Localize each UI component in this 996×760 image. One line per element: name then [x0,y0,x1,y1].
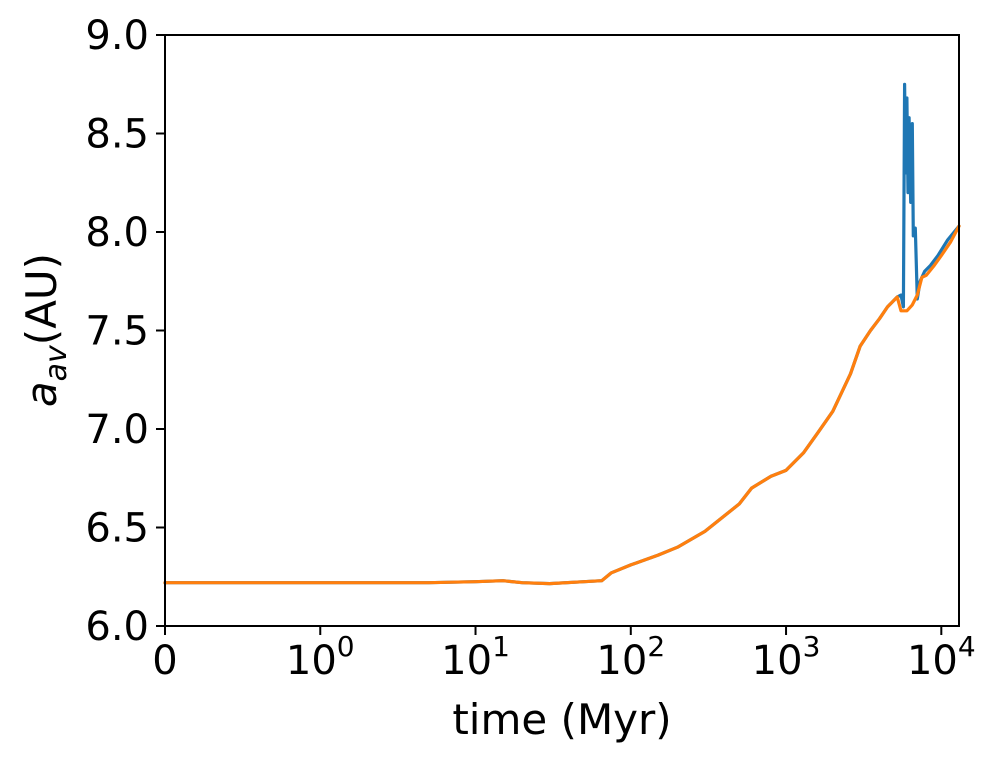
x-axis-label: time (Myr) [452,695,671,744]
plot-frame [164,34,960,627]
y-tick-label: 8.0 [85,210,149,256]
y-axis-label-subscript: av [39,344,74,381]
y-axis: 6.0 6.5 7.0 7.5 8.0 8.5 9.0 [85,13,165,650]
series-line-2 [163,224,961,586]
x-tick-label: 101 [441,630,510,684]
y-tick-label: 6.5 [85,506,149,552]
x-tick-label: 100 [286,630,355,684]
y-axis-label: aav(AU) [17,253,74,407]
x-tick-label: 104 [907,630,976,684]
y-tick-label: 8.5 [85,112,149,158]
y-tick-label: 9.0 [85,13,149,59]
y-axis-label-unit: (AU) [17,253,66,345]
y-tick-label: 7.5 [85,309,149,355]
x-tick-label: 102 [596,630,665,684]
y-tick-label: 7.0 [85,407,149,453]
y-axis-label-symbol: a [17,381,66,407]
x-tick-label: 0 [152,638,177,684]
series-line-1 [163,82,961,586]
y-tick-label: 6.0 [85,604,149,650]
x-axis: 0 100 101 102 103 104 [152,626,976,684]
x-tick-label: 103 [752,630,821,684]
series-layer [163,82,961,586]
